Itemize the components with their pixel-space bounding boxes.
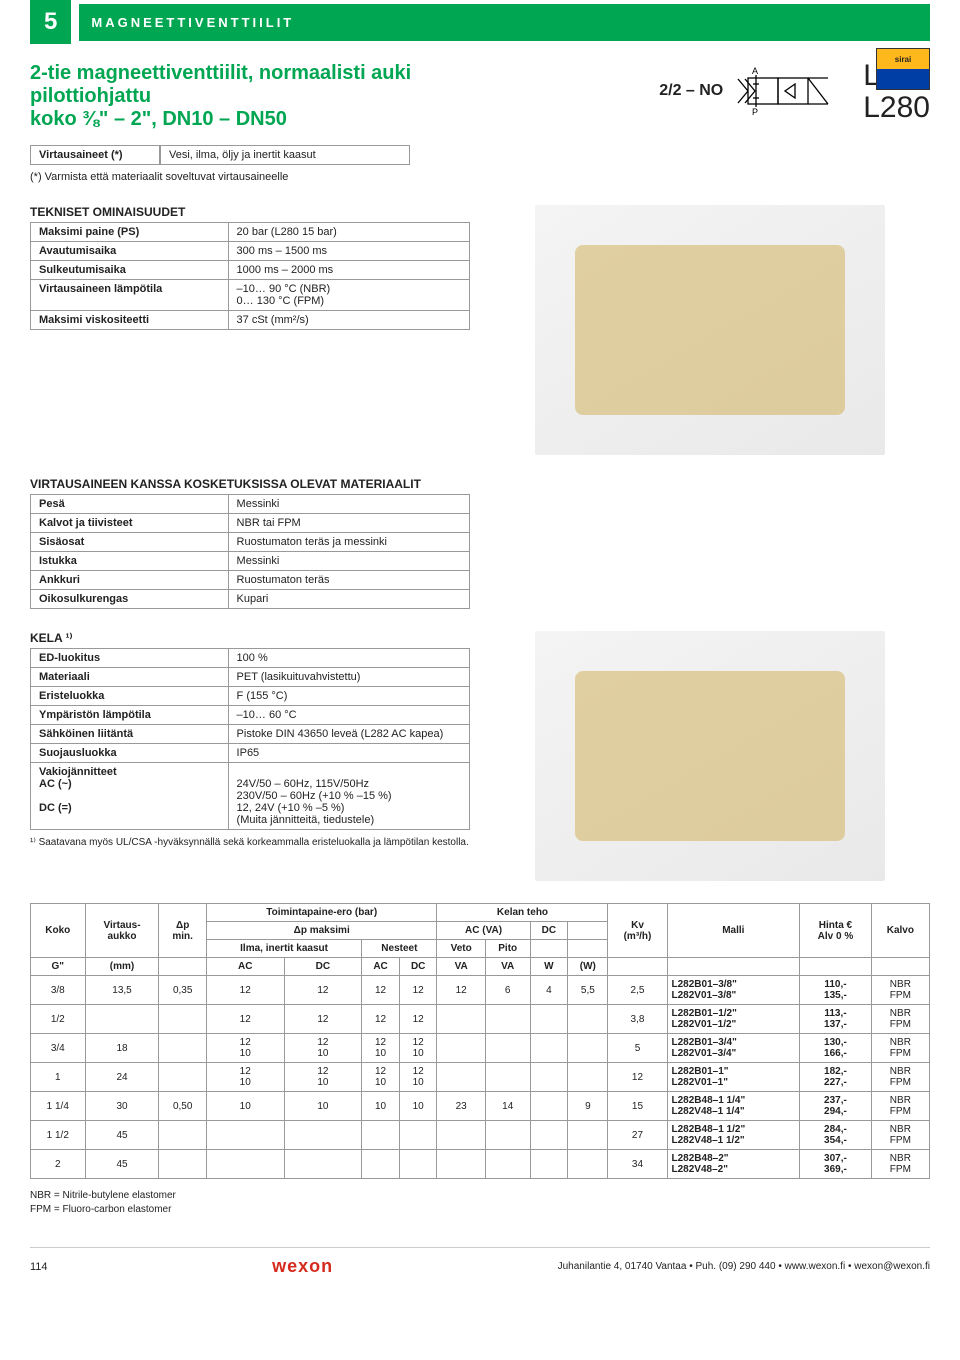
brand-logo: sirai [876, 48, 930, 90]
media-row: Virtausaineet (*) Vesi, ilma, öljy ja in… [30, 145, 930, 165]
section-number: 5 [30, 0, 71, 44]
section-title: MAGNEETTIVENTTIILIT [79, 4, 930, 41]
svg-text:P: P [752, 107, 758, 116]
svg-text:A: A [752, 66, 758, 76]
tech-heading: TEKNISET OMINAISUUDET [30, 205, 470, 219]
title-block: 2-tie magneettiventtiilit, normaalisti a… [30, 62, 659, 131]
coil-table: ED-luokitus100 %MateriaaliPET (lasikuitu… [30, 648, 470, 830]
top-bar: 5 MAGNEETTIVENTTIILIT [30, 0, 930, 44]
valve-symbol: 2/2 – NO A P [659, 66, 843, 116]
coil-footnote: ¹⁾ Saatavana myös UL/CSA -hyväksynnällä … [30, 836, 470, 849]
product-image-2 [535, 631, 885, 881]
product-image [535, 205, 885, 455]
page-footer: 114 wexon Juhanilantie 4, 01740 Vantaa •… [30, 1247, 930, 1277]
page-number: 114 [30, 1261, 48, 1273]
tech-table: Maksimi paine (PS)20 bar (L280 15 bar)Av… [30, 222, 470, 330]
contact-info: Juhanilantie 4, 01740 Vantaa • Puh. (09)… [558, 1261, 930, 1272]
header-row: 2-tie magneettiventtiilit, normaalisti a… [30, 62, 930, 131]
schematic-icon: A P [733, 66, 843, 116]
page-title: 2-tie magneettiventtiilit, normaalisti a… [30, 62, 659, 131]
coil-heading: KELA ¹⁾ [30, 631, 470, 645]
abbreviations: NBR = Nitrile-butylene elastomer FPM = F… [30, 1189, 930, 1217]
wexon-logo: wexon [272, 1256, 333, 1277]
media-note: (*) Varmista että materiaalit soveltuvat… [30, 171, 930, 183]
data-table: Koko Virtaus- aukko Δp min. Toimintapain… [30, 903, 930, 1179]
materials-heading: VIRTAUSAINEEN KANSSA KOSKETUKSISSA OLEVA… [30, 477, 930, 491]
materials-table: PesäMessinkiKalvot ja tiivisteetNBR tai … [30, 494, 470, 609]
